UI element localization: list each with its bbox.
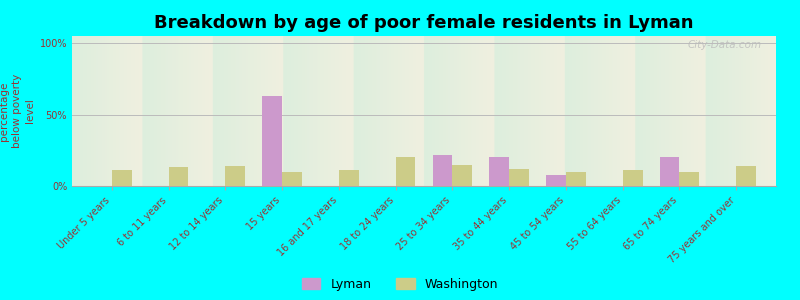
Bar xyxy=(282,172,302,186)
Bar xyxy=(226,166,245,186)
Bar xyxy=(112,170,132,186)
Bar xyxy=(433,154,452,186)
Legend: Lyman, Washington: Lyman, Washington xyxy=(302,278,498,291)
Y-axis label: percentage
below poverty
level: percentage below poverty level xyxy=(0,74,35,148)
Bar xyxy=(622,170,642,186)
Bar xyxy=(509,169,529,186)
Bar xyxy=(396,158,415,186)
Bar xyxy=(566,172,586,186)
Bar xyxy=(736,166,756,186)
Bar xyxy=(452,165,472,186)
Text: City-Data.com: City-Data.com xyxy=(688,40,762,50)
Bar xyxy=(660,158,679,186)
Bar xyxy=(262,96,282,186)
Bar xyxy=(679,172,699,186)
Bar xyxy=(546,175,566,186)
Bar xyxy=(169,167,188,186)
Title: Breakdown by age of poor female residents in Lyman: Breakdown by age of poor female resident… xyxy=(154,14,694,32)
Bar xyxy=(490,158,509,186)
Bar xyxy=(339,170,358,186)
